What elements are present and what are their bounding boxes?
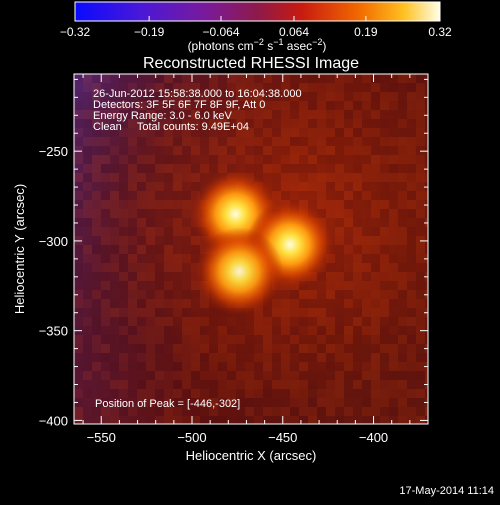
colorbar-tick-label-2: −0.064 — [202, 25, 239, 39]
chart-title: Reconstructed RHESSI Image — [143, 55, 359, 72]
colorbar-tick-label-4: 0.19 — [354, 25, 378, 39]
colorbar-tick-label-3: 0.064 — [279, 25, 309, 39]
colorbar-unit-label: (photons cm−2 s−1 asec−2) — [188, 37, 327, 53]
peak-position-label: Position of Peak = [-446,-302] — [95, 398, 240, 410]
colorbar-ticks — [74, 16, 441, 21]
x-axis-ticks: −550 −500 −450 −400 — [82, 74, 429, 445]
colorbar-tick-labels: −0.32 −0.19 −0.064 0.064 0.19 0.32 — [60, 25, 452, 39]
info-line-energy: Energy Range: 3.0 - 6.0 keV — [93, 110, 232, 122]
y-tick-label-2: −350 — [39, 324, 68, 339]
colorbar-tick-label-5: 0.32 — [428, 25, 452, 39]
x-tick-label-2: −450 — [268, 430, 297, 445]
x-tick-label-3: −400 — [359, 430, 388, 445]
observation-info: 26-Jun-2012 15:58:38.000 to 16:04:38.000… — [93, 88, 302, 133]
colorbar-tick-label-0: −0.32 — [60, 25, 91, 39]
info-line-clean: Clean Total counts: 9.49E+04 — [93, 121, 249, 133]
plot-frame — [73, 73, 429, 425]
colorbar — [74, 1, 441, 22]
y-tick-label-3: −400 — [39, 413, 68, 428]
y-tick-label-1: −300 — [39, 234, 68, 249]
x-tick-label-1: −500 — [177, 430, 206, 445]
footer-date: 17-May-2014 11:14 — [399, 485, 494, 497]
x-axis-title: Heliocentric X (arcsec) — [186, 448, 317, 463]
y-tick-label-0: −250 — [39, 144, 68, 159]
heatmap-image — [74, 74, 428, 424]
y-axis-title: Heliocentric Y (arcsec) — [12, 184, 27, 314]
info-line-detectors: Detectors: 3F 5F 6F 7F 8F 9F, Att 0 — [93, 99, 265, 111]
y-axis-ticks: −250 −300 −350 −400 — [39, 78, 428, 428]
x-tick-label-0: −550 — [87, 430, 116, 445]
colorbar-tick-label-1: −0.19 — [134, 25, 165, 39]
source-blob-2 — [195, 227, 284, 316]
info-line-time: 26-Jun-2012 15:58:38.000 to 16:04:38.000 — [93, 88, 302, 100]
